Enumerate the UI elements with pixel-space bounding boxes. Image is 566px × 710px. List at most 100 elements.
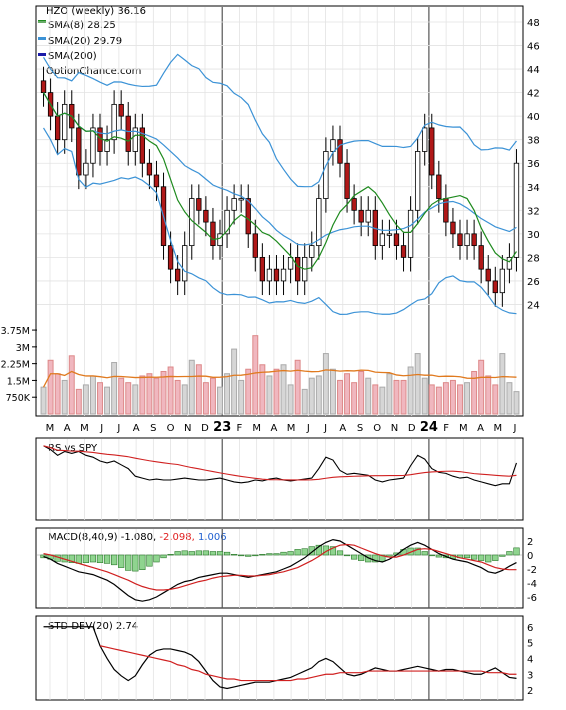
volume-bar: [294, 359, 301, 415]
candle-body: [414, 151, 421, 211]
volume-tick-label: 750K: [6, 393, 31, 404]
macd-histogram-bar: [435, 554, 442, 558]
volume-bar: [478, 359, 485, 415]
candle-body: [40, 80, 47, 94]
legend-sma8: SMA(8) 28.25: [48, 20, 116, 31]
symbol-title: HZO (weekly) 36.16: [46, 6, 146, 17]
volume-bar: [471, 370, 478, 415]
candle-body: [393, 233, 400, 247]
rs-average-line: [43, 445, 517, 481]
bollinger-lower-line: [43, 127, 517, 315]
volume-bar: [372, 384, 379, 415]
price-tick-label: 36: [527, 159, 540, 170]
macd-histogram-bar: [499, 554, 506, 557]
macd-histogram-bar: [492, 554, 499, 561]
volume-bar: [464, 382, 471, 415]
candle-body: [450, 221, 456, 235]
candle-body: [146, 162, 153, 176]
candle-body: [76, 127, 82, 176]
month-label: N: [391, 423, 398, 434]
macd-tick-label: 0: [527, 551, 533, 562]
volume-bar: [181, 384, 188, 415]
month-label: F: [443, 423, 449, 434]
candle-body: [238, 198, 244, 201]
macd-histogram-bar: [188, 551, 195, 556]
candle-body: [358, 209, 364, 223]
macd-signal-line: [43, 543, 517, 591]
macd-histogram-bar: [89, 554, 97, 563]
volume-bar: [68, 355, 75, 415]
volume-bar: [40, 386, 47, 415]
macd-histogram-bar: [139, 554, 146, 570]
legend: SMA(8) 28.25 SMA(20) 29.79 SMA(200) Opti…: [38, 20, 141, 77]
volume-bar: [160, 370, 167, 415]
volume-bar: [132, 384, 139, 415]
volume-bar: [485, 375, 492, 415]
macd-panel: [35, 527, 524, 609]
candle-body: [210, 221, 216, 247]
volume-bar: [209, 377, 216, 415]
price-tick-label: 40: [527, 112, 540, 123]
macd-histogram-bar: [118, 554, 125, 568]
macd-histogram-bar: [287, 551, 294, 556]
macd-histogram-bar: [167, 553, 174, 556]
std-average-line: [99, 645, 517, 682]
month-label: A: [477, 423, 484, 434]
candle-body: [344, 162, 350, 199]
std-tick-label: 3: [527, 670, 533, 681]
candle-body: [478, 245, 484, 270]
month-label: J: [306, 423, 310, 434]
volume-bar: [449, 379, 456, 415]
candle-body: [217, 233, 223, 247]
axis-labels: M A M J J A S O N D 23 F M A M J J A S O N D 24 F M A M J2426283032…: [1, 18, 540, 697]
candle-body: [125, 115, 131, 152]
macd-histogram-bar: [478, 554, 485, 561]
candle-body: [203, 209, 209, 223]
month-label: A: [339, 423, 346, 434]
macd-histogram-bar: [329, 546, 337, 556]
volume-tick-label: 2.25M: [1, 360, 30, 371]
std-tick-label: 5: [527, 639, 533, 650]
volume-bar: [47, 359, 54, 415]
candle-body: [471, 233, 477, 247]
candle-body: [386, 233, 393, 236]
candle-body: [351, 198, 357, 211]
macd-histogram-bar: [96, 554, 104, 563]
price-tick-label: 34: [527, 183, 540, 194]
volume-bar: [506, 382, 513, 415]
volume-bar: [308, 377, 315, 415]
month-label: F: [237, 423, 243, 434]
month-label: O: [167, 423, 175, 434]
candle-body: [54, 115, 61, 141]
volume-bar: [280, 364, 287, 415]
volume-bar: [174, 379, 181, 415]
macd-histogram-bar: [160, 554, 167, 559]
price-panel: [35, 5, 524, 417]
candle-body: [280, 268, 287, 282]
legend-swatch-sma200: [38, 53, 46, 56]
volume-bar: [301, 388, 308, 415]
macd-histogram-bar: [153, 554, 160, 563]
volume-bar: [358, 370, 365, 415]
macd-title-text: MACD(8,40,9) -1.080,: [48, 532, 156, 543]
volume-bar: [167, 366, 174, 415]
macd-histogram-bar: [174, 551, 181, 556]
price-tick-label: 46: [527, 42, 540, 53]
candle-body: [287, 256, 294, 270]
volume-bar: [351, 382, 358, 415]
macd-histogram-bar: [216, 551, 224, 556]
price-tick-label: 32: [527, 206, 540, 217]
price-tick-label: 24: [527, 300, 540, 311]
volume-bar: [153, 377, 160, 415]
macd-histogram-bar: [414, 547, 421, 556]
price-tick-label: 38: [527, 136, 540, 147]
macd-histogram-bar: [513, 547, 520, 556]
month-label: A: [270, 423, 277, 434]
volume-average-line: [42, 369, 517, 388]
macd-histogram-bar: [252, 554, 259, 557]
macd-histogram-bar: [146, 554, 153, 567]
macd-histogram-bar: [259, 553, 266, 556]
macd-histogram-bar: [485, 554, 492, 563]
month-label: A: [64, 423, 71, 434]
macd-histogram-bar: [245, 554, 252, 557]
